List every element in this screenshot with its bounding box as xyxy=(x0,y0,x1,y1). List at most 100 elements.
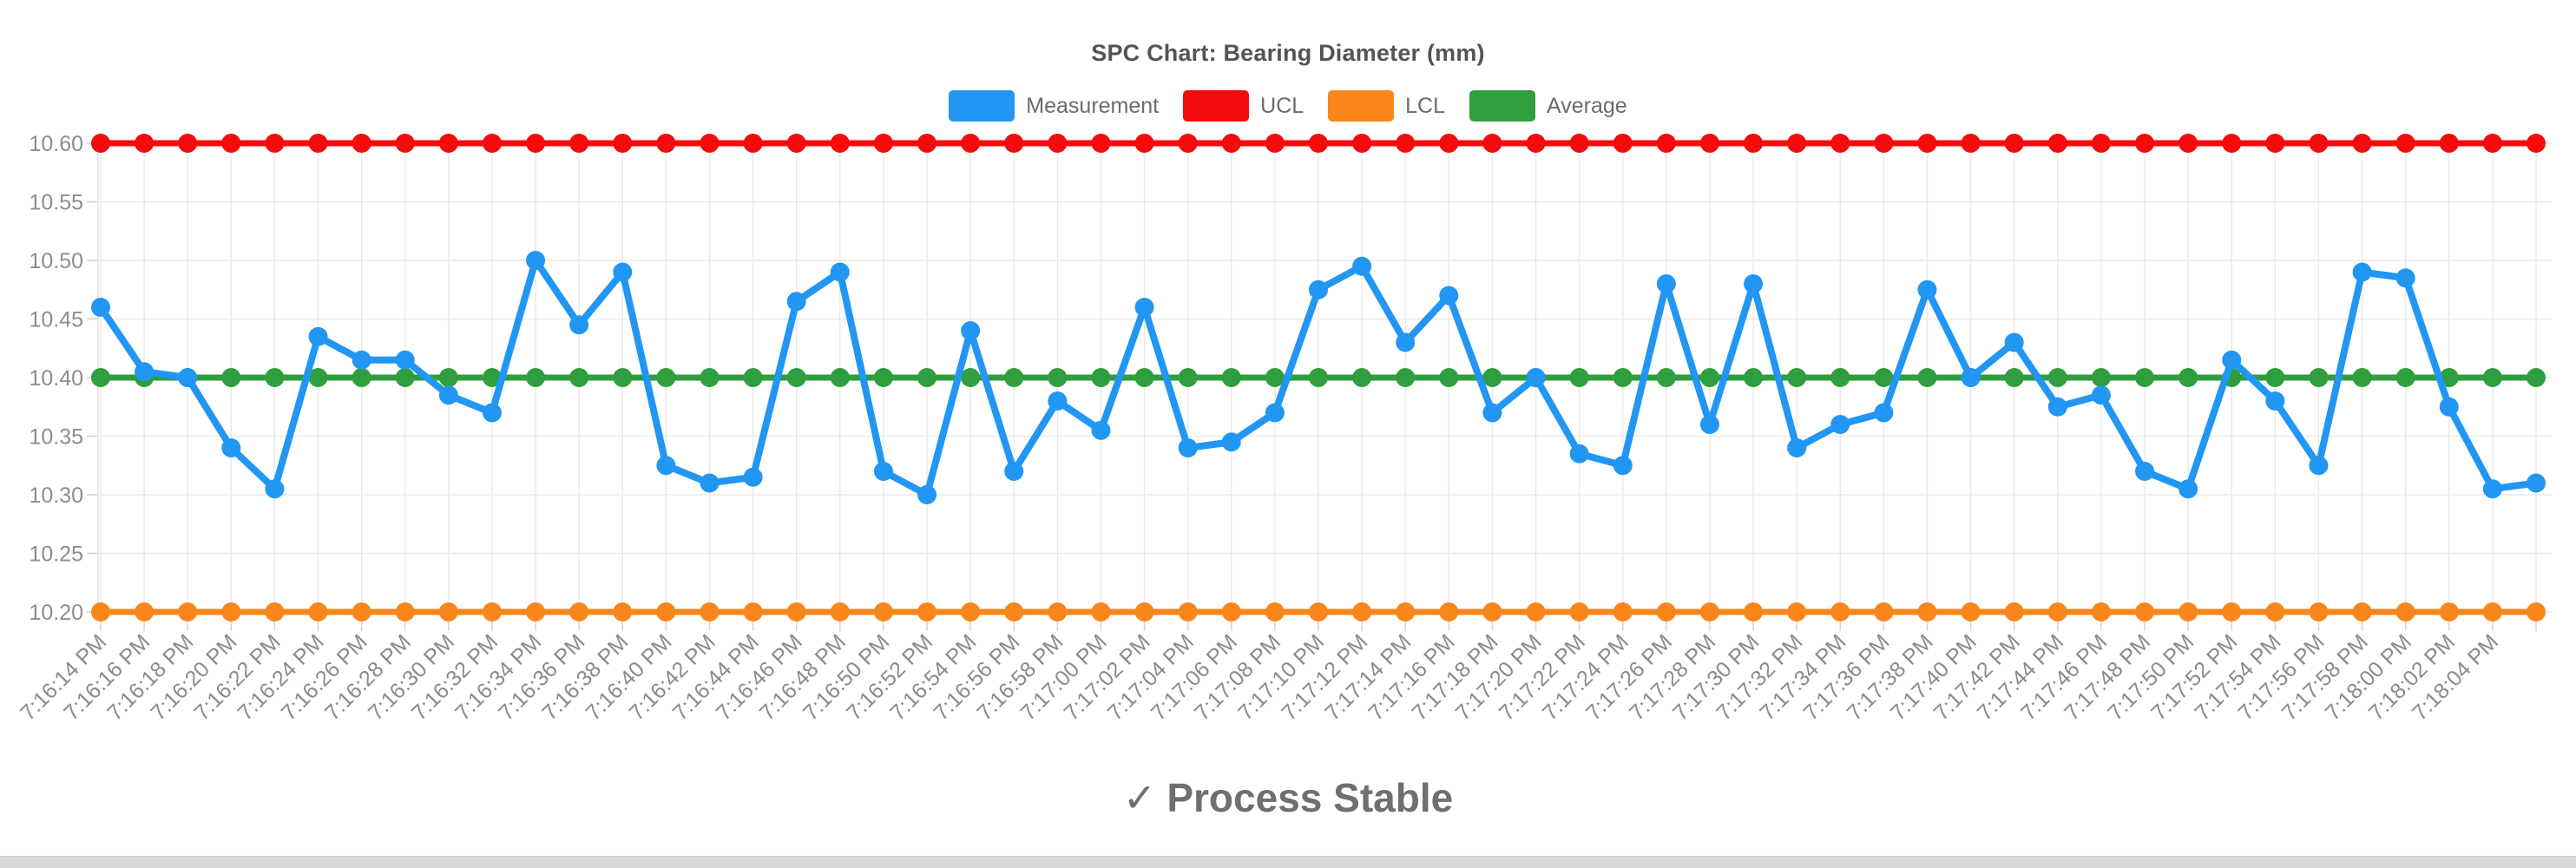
measurement-point[interactable] xyxy=(395,350,415,370)
measurement-point[interactable] xyxy=(308,326,328,346)
measurement-point[interactable] xyxy=(1048,391,1068,411)
ucl-point xyxy=(1134,134,1154,153)
measurement-point[interactable] xyxy=(221,438,241,457)
measurement-point[interactable] xyxy=(1569,444,1589,464)
measurement-point[interactable] xyxy=(2178,479,2198,499)
ucl-point xyxy=(1309,134,1328,153)
y-tick-label: 10.60 xyxy=(29,132,83,156)
measurement-point[interactable] xyxy=(1699,415,1719,434)
process-status: ✓ Process Stable xyxy=(0,774,2576,821)
measurement-point[interactable] xyxy=(830,262,850,282)
y-tick-label: 10.20 xyxy=(29,601,83,625)
measurement-point[interactable] xyxy=(1656,274,1676,293)
average-point xyxy=(1352,368,1372,387)
measurement-point[interactable] xyxy=(2395,268,2415,288)
average-point xyxy=(221,368,241,387)
measurement-point[interactable] xyxy=(265,479,285,499)
measurement-point[interactable] xyxy=(1744,274,1764,293)
y-tick-label: 10.35 xyxy=(29,424,83,449)
lcl-point xyxy=(1265,602,1285,621)
average-point xyxy=(2091,368,2111,387)
ucl-point xyxy=(2395,134,2415,153)
measurement-point[interactable] xyxy=(1439,286,1459,306)
measurement-point[interactable] xyxy=(2265,391,2285,411)
measurement-point[interactable] xyxy=(569,315,589,335)
measurement-point[interactable] xyxy=(2047,397,2067,417)
average-point xyxy=(700,368,720,387)
ucl-point xyxy=(1656,134,1676,153)
average-point xyxy=(2309,368,2329,387)
legend-swatch-average xyxy=(1469,90,1536,122)
legend-item-average[interactable]: Average xyxy=(1469,90,1627,122)
horizontal-scrollbar[interactable] xyxy=(0,856,2576,868)
measurement-point[interactable] xyxy=(1265,403,1285,423)
measurement-point[interactable] xyxy=(2091,385,2111,405)
legend-item-lcl[interactable]: LCL xyxy=(1328,90,1445,122)
y-tick-label: 10.45 xyxy=(29,307,83,332)
measurement-point[interactable] xyxy=(1091,420,1111,440)
y-tick-label: 10.50 xyxy=(29,249,83,273)
measurement-point[interactable] xyxy=(743,467,763,487)
ucl-point xyxy=(1048,134,1068,153)
legend-swatch-lcl xyxy=(1328,90,1395,122)
measurement-point[interactable] xyxy=(526,251,546,270)
measurement-point[interactable] xyxy=(1221,432,1241,452)
measurement-point[interactable] xyxy=(1917,279,1937,299)
measurement-point[interactable] xyxy=(656,456,676,476)
measurement-point[interactable] xyxy=(1004,462,1024,481)
lcl-point xyxy=(221,602,241,621)
measurement-point[interactable] xyxy=(1352,256,1372,276)
lcl-point xyxy=(178,602,198,621)
measurement-point[interactable] xyxy=(2222,350,2242,370)
ucl-point xyxy=(569,134,589,153)
lcl-point xyxy=(1569,602,1589,621)
measurement-point[interactable] xyxy=(1396,332,1416,352)
measurement-point[interactable] xyxy=(873,462,893,481)
measurement-point[interactable] xyxy=(2439,397,2459,417)
average-point xyxy=(1569,368,1589,387)
measurement-point[interactable] xyxy=(961,321,981,340)
legend-item-ucl[interactable]: UCL xyxy=(1183,90,1304,122)
average-point xyxy=(1917,368,1937,387)
ucl-point xyxy=(1744,134,1764,153)
ucl-point xyxy=(961,134,981,153)
y-tick-label: 10.25 xyxy=(29,542,83,566)
measurement-point[interactable] xyxy=(786,292,806,312)
measurement-point[interactable] xyxy=(2309,456,2329,476)
measurement-point[interactable] xyxy=(2482,479,2502,499)
measurement-point[interactable] xyxy=(1526,368,1546,387)
measurement-point[interactable] xyxy=(2135,462,2155,481)
measurement-point[interactable] xyxy=(91,298,110,317)
measurement-point[interactable] xyxy=(135,362,154,382)
ucl-point xyxy=(526,134,546,153)
measurement-point[interactable] xyxy=(438,385,458,405)
measurement-point[interactable] xyxy=(917,485,937,504)
ucl-point xyxy=(656,134,676,153)
legend-item-measurement[interactable]: Measurement xyxy=(949,90,1159,122)
measurement-point[interactable] xyxy=(1482,403,1502,423)
measurement-point[interactable] xyxy=(1961,368,1981,387)
measurement-point[interactable] xyxy=(2352,262,2372,282)
measurement-point[interactable] xyxy=(1178,438,1198,457)
ucl-point xyxy=(2309,134,2329,153)
ucl-point xyxy=(1091,134,1111,153)
legend-swatch-ucl xyxy=(1183,90,1250,122)
measurement-point[interactable] xyxy=(352,350,371,370)
measurement-point[interactable] xyxy=(1830,415,1850,434)
measurement-point[interactable] xyxy=(700,473,720,493)
measurement-point[interactable] xyxy=(1134,298,1154,317)
measurement-point[interactable] xyxy=(1787,438,1807,457)
measurement-point[interactable] xyxy=(613,262,633,282)
measurement-point[interactable] xyxy=(178,368,198,387)
measurement-point[interactable] xyxy=(1613,456,1633,476)
measurement-point[interactable] xyxy=(2527,473,2546,493)
average-point xyxy=(613,368,633,387)
measurement-point[interactable] xyxy=(2004,332,2024,352)
measurement-point[interactable] xyxy=(1874,403,1894,423)
lcl-point xyxy=(2265,602,2285,621)
measurement-point[interactable] xyxy=(482,403,502,423)
ucl-point xyxy=(1482,134,1502,153)
measurement-point[interactable] xyxy=(1309,279,1328,299)
average-point xyxy=(2395,368,2415,387)
lcl-point xyxy=(1482,602,1502,621)
